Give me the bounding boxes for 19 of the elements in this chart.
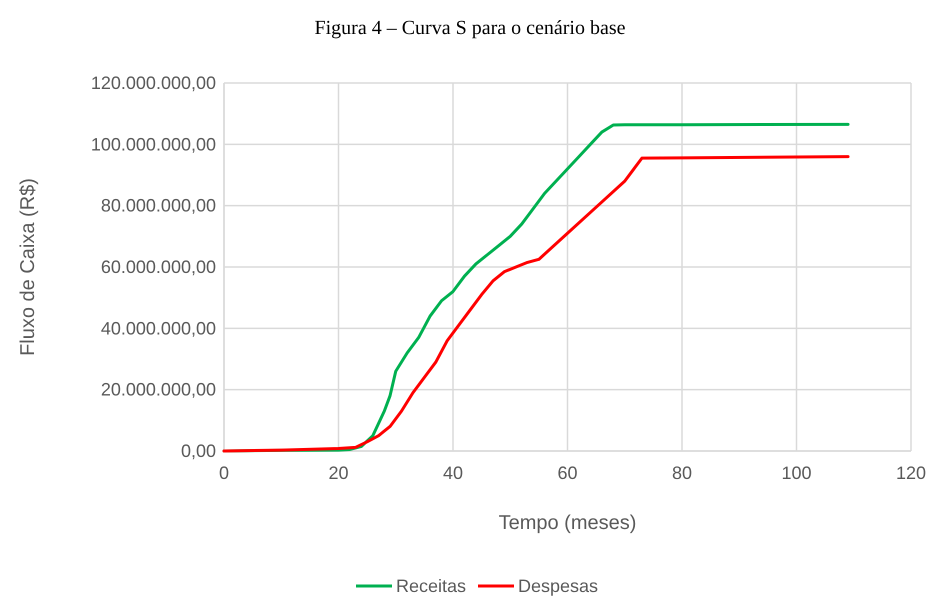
y-tick-label: 100.000.000,00 bbox=[90, 134, 216, 154]
y-axis-title: Fluxo de Caixa (R$) bbox=[17, 178, 39, 356]
y-tick-label: 120.000.000,00 bbox=[90, 73, 216, 93]
x-tick-label: 120 bbox=[896, 463, 926, 483]
x-tick-label: 0 bbox=[218, 463, 230, 483]
y-tick-label: 20.000.000,00 bbox=[100, 380, 216, 400]
y-tick-label: 80.000.000,00 bbox=[100, 196, 216, 216]
legend-label: Receitas bbox=[396, 576, 466, 596]
x-tick-label: 60 bbox=[557, 463, 578, 483]
x-tick-label: 40 bbox=[442, 463, 464, 483]
legend-label: Despesas bbox=[518, 576, 598, 596]
x-tick-label: 100 bbox=[781, 463, 812, 483]
chart-title: Figura 4 – Curva S para o cenário base bbox=[314, 17, 626, 39]
y-tick-label: 60.000.000,00 bbox=[100, 257, 216, 277]
y-tick-label: 0,00 bbox=[180, 441, 216, 461]
x-tick-label: 80 bbox=[672, 463, 692, 483]
y-tick-label: 40.000.000,00 bbox=[100, 318, 216, 338]
x-tick-label: 20 bbox=[328, 463, 349, 483]
x-axis-title: Tempo (meses) bbox=[498, 512, 636, 534]
